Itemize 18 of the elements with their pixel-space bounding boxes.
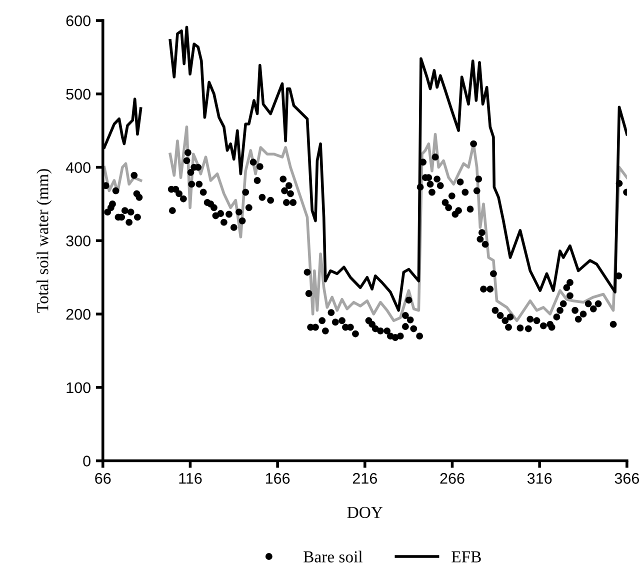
x-tick-label: 316 <box>527 473 552 484</box>
y-tick-label: 400 <box>66 162 90 173</box>
x-tick-label: 366 <box>614 473 639 484</box>
y-tick-label: 600 <box>66 15 90 26</box>
x-tick-label: 266 <box>440 473 464 484</box>
y-tick-label: 200 <box>66 308 90 320</box>
y-tick-label: 0 <box>83 456 90 466</box>
y-axis-title: Total soil water (mm) <box>36 169 52 313</box>
y-tick-label: 500 <box>66 88 90 100</box>
y-tick-label: 300 <box>66 236 90 246</box>
y-tick-label: 100 <box>66 382 90 394</box>
x-axis-title: DOY <box>347 506 383 518</box>
x-tick-label: 216 <box>352 473 377 484</box>
x-tick-label: 166 <box>266 473 290 484</box>
legend-label: Bare soil <box>304 550 362 562</box>
x-tick-label: 66 <box>95 473 111 484</box>
x-tick-label: 116 <box>179 473 202 484</box>
legend-label: EFB <box>452 551 481 562</box>
